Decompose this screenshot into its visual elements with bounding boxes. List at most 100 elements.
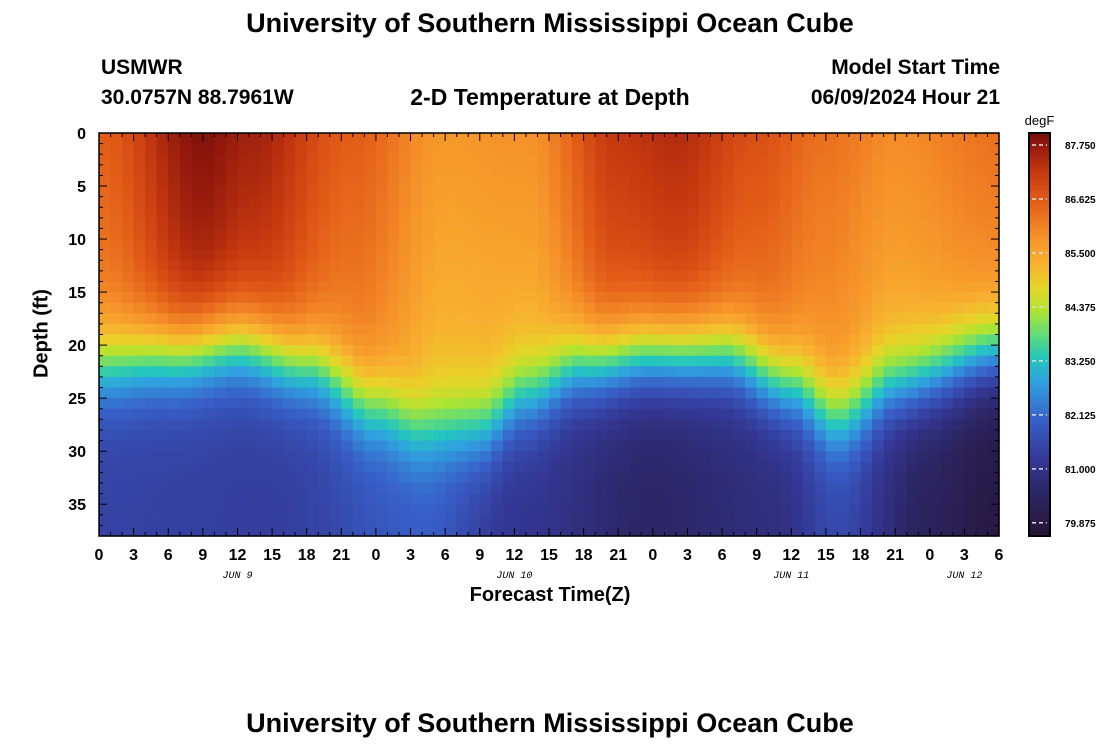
heatmap-cell: [479, 440, 492, 452]
heatmap-cell: [710, 440, 723, 452]
heatmap-cell: [872, 440, 885, 452]
heatmap-cell: [306, 334, 319, 346]
heatmap-cell: [964, 429, 977, 442]
heatmap-cell: [618, 366, 631, 378]
heatmap-cell: [525, 461, 539, 473]
heatmap-cell: [814, 133, 827, 145]
heatmap-cell: [929, 345, 942, 357]
heatmap-cell: [179, 313, 192, 325]
heatmap-cell: [883, 313, 896, 325]
heatmap-cell: [606, 302, 619, 314]
heatmap-cell: [249, 133, 262, 145]
heatmap-cell: [156, 451, 169, 463]
heatmap-cell: [699, 493, 712, 505]
heatmap-cell: [895, 419, 908, 431]
heatmap-cell: [422, 143, 435, 155]
heatmap-cell: [975, 217, 989, 230]
x-tick-label: 9: [752, 547, 761, 564]
heatmap-cell: [895, 217, 908, 230]
heatmap-cell: [664, 419, 677, 431]
heatmap-cell: [214, 504, 227, 516]
heatmap-cell: [514, 451, 527, 463]
heatmap-cell: [422, 366, 435, 378]
heatmap-cell: [306, 472, 319, 484]
heatmap-cell: [179, 133, 192, 145]
heatmap-cell: [606, 345, 619, 357]
heatmap-cell: [687, 217, 700, 230]
heatmap-cell: [987, 376, 1000, 389]
heatmap-cell: [445, 281, 458, 293]
heatmap-cell: [214, 302, 227, 314]
heatmap-cell: [387, 461, 400, 473]
heatmap-cell: [895, 355, 908, 367]
heatmap-cell: [756, 355, 769, 367]
heatmap-cell: [918, 504, 931, 516]
heatmap-cell: [560, 345, 573, 357]
heatmap-cell: [572, 154, 585, 166]
heatmap-cell: [352, 270, 365, 283]
heatmap-cell: [479, 493, 492, 505]
heatmap-cell: [433, 461, 446, 473]
heatmap-cell: [283, 482, 296, 495]
heatmap-cell: [410, 525, 423, 537]
heatmap-cell: [802, 525, 815, 537]
heatmap-cell: [468, 429, 481, 442]
heatmap-cell: [975, 207, 989, 219]
heatmap-cell: [883, 292, 896, 304]
heatmap-cell: [756, 440, 769, 452]
heatmap-cell: [145, 482, 158, 495]
heatmap-cell: [225, 461, 239, 473]
heatmap-cell: [802, 164, 815, 177]
heatmap-cell: [652, 504, 665, 516]
heatmap-cell: [225, 196, 239, 208]
heatmap-cell: [572, 323, 585, 336]
heatmap-cell: [895, 334, 908, 346]
heatmap-cell: [502, 493, 515, 505]
heatmap-cell: [272, 186, 285, 198]
heatmap-cell: [975, 260, 989, 272]
heatmap-cell: [618, 504, 631, 516]
colorbar-tick-label: 87.750: [1065, 141, 1096, 152]
heatmap-cell: [202, 249, 215, 261]
heatmap-cell: [768, 504, 781, 516]
heatmap-cell: [872, 334, 885, 346]
heatmap-cell: [964, 302, 977, 314]
heatmap-cell: [306, 196, 319, 208]
heatmap-cell: [964, 345, 977, 357]
heatmap-cell: [641, 207, 654, 219]
heatmap-cell: [710, 133, 723, 145]
heatmap-cell: [191, 408, 204, 420]
x-tick-label: 15: [817, 547, 835, 564]
heatmap-cell: [560, 376, 573, 389]
heatmap-cell: [410, 292, 423, 304]
heatmap-cell: [941, 239, 954, 251]
heatmap-cell: [525, 408, 539, 420]
heatmap-cell: [191, 217, 204, 230]
heatmap-cell: [514, 440, 527, 452]
heatmap-cell: [733, 281, 746, 293]
heatmap-cell: [214, 440, 227, 452]
heatmap-cell: [364, 345, 377, 357]
heatmap-cell: [468, 323, 481, 336]
heatmap-cell: [549, 504, 562, 516]
heatmap-cell: [387, 451, 400, 463]
heatmap-cell: [525, 270, 539, 283]
heatmap-cell: [168, 143, 181, 155]
heatmap-cell: [975, 292, 989, 304]
heatmap-cell: [572, 429, 585, 442]
heatmap-cell: [583, 525, 596, 537]
heatmap-cell: [906, 239, 919, 251]
heatmap-cell: [491, 217, 504, 230]
heatmap-cell: [525, 440, 539, 452]
heatmap-cell: [202, 196, 215, 208]
heatmap-cell: [860, 376, 873, 389]
heatmap-cell: [733, 334, 746, 346]
heatmap-cell: [745, 504, 758, 516]
heatmap-cell: [502, 154, 515, 166]
heatmap-cell: [375, 472, 389, 484]
heatmap-cell: [825, 207, 839, 219]
heatmap-cell: [814, 440, 827, 452]
heatmap-cell: [768, 429, 781, 442]
heatmap-cell: [179, 493, 192, 505]
heatmap-cell: [733, 514, 746, 526]
